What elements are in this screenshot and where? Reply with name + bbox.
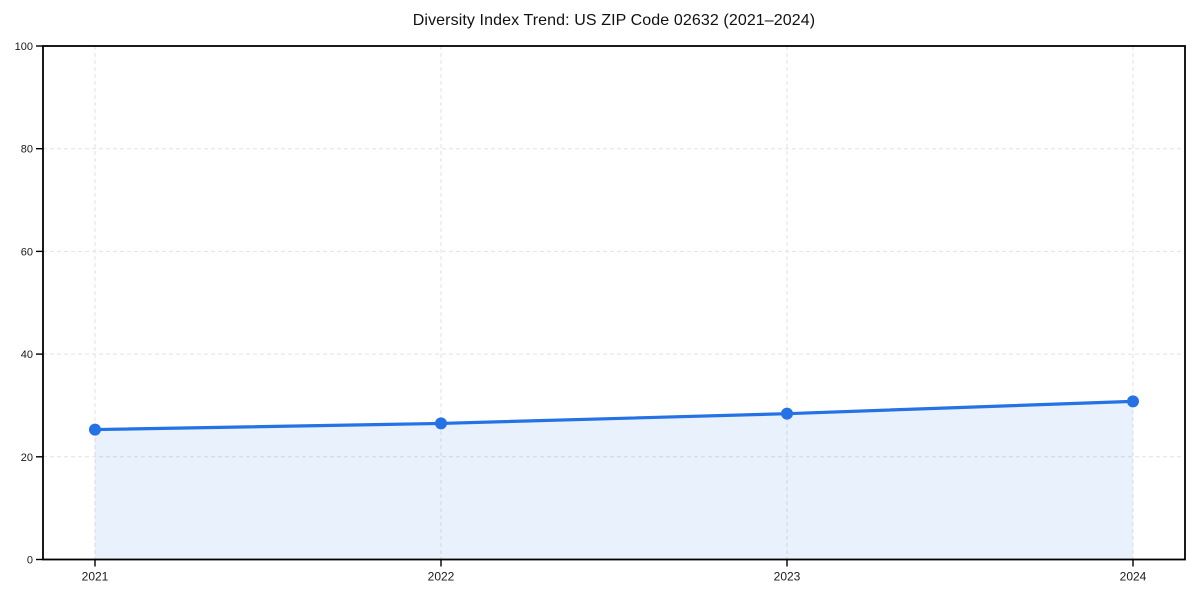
- x-tick-label: 2021: [82, 570, 109, 584]
- area-fill: [95, 401, 1133, 560]
- x-tick-label: 2022: [428, 570, 455, 584]
- chart-title: Diversity Index Trend: US ZIP Code 02632…: [412, 12, 816, 29]
- y-tick-label: 100: [15, 41, 33, 53]
- y-tick-label: 20: [21, 452, 33, 464]
- y-tick-label: 60: [21, 246, 33, 258]
- trend-line: [93, 399, 1135, 432]
- y-tick-label: 0: [27, 555, 33, 567]
- data-point-2024: [1127, 395, 1139, 408]
- data-point-2023: [781, 407, 793, 420]
- y-tick-label: 40: [21, 349, 33, 361]
- y-tick-label: 80: [21, 144, 33, 156]
- plot-border: [42, 45, 1186, 561]
- x-tick-label: 2023: [774, 570, 801, 584]
- x-tick-label: 2024: [1120, 570, 1147, 584]
- data-point-2021: [89, 423, 101, 436]
- data-point-2022: [435, 417, 447, 430]
